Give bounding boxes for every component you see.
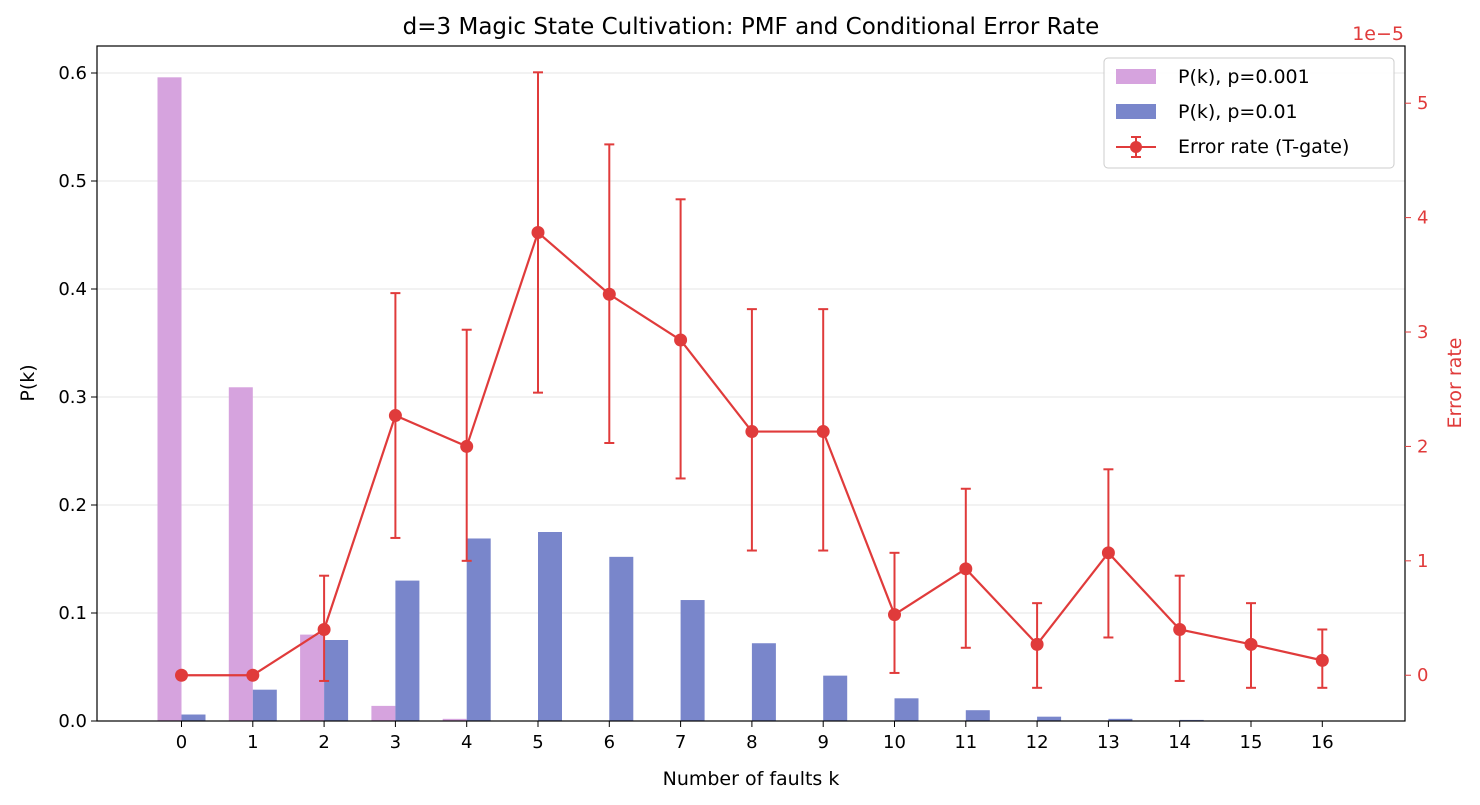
x-tick-label: 0 [176,732,187,753]
error-rate-point-k16 [1315,653,1329,667]
x-axis-label: Number of faults k [663,768,840,790]
x-tick-label: 6 [604,732,615,753]
error-rate-point-k9 [816,425,830,439]
error-rate-point-k8 [745,425,759,439]
x-tick-label: 10 [883,732,906,753]
plot-frame [96,45,1406,722]
error-rate-line [175,71,1329,689]
legend-box [1103,57,1395,169]
error-rate-point-k15 [1244,637,1258,651]
bar-p001-k1 [228,387,253,721]
error-rate-point-k0 [175,668,188,682]
x-tick-label: 2 [318,732,329,753]
y-axis-label: P(k) [17,364,39,401]
bar-p01-k7 [680,600,705,721]
y-tick-label: 0.3 [58,387,87,408]
x-tick-label: 13 [1097,732,1120,753]
right-y-tick-label: 5 [1417,93,1428,114]
bar-p01-k9 [823,675,848,721]
right-axis-offset-text: 1e−5 [1352,23,1404,45]
error-rate-point-k7 [674,333,688,347]
y-tick-label: 0.5 [58,171,87,192]
right-y-tick-label: 2 [1417,436,1428,457]
error-rate-point-k2 [317,622,331,636]
error-rate-point-k6 [602,287,616,301]
x-tick-label: 5 [532,732,543,753]
y-tick-label: 0.4 [58,279,87,300]
x-tick-label: 14 [1168,732,1191,753]
bar-p01-k12 [1037,716,1062,721]
bar-p01-k3 [395,580,420,721]
error-rate-point-k10 [888,608,901,622]
bar-p01-k6 [609,556,634,721]
error-rate-point-k13 [1101,546,1115,560]
legend: P(k), p=0.001 P(k), p=0.01 Error rate (T… [1103,57,1395,169]
legend-label-p001: P(k), p=0.001 [1178,66,1310,88]
y-tick-label: 0.0 [58,711,87,732]
x-tick-label: 1 [247,732,258,753]
bar-p001-k3 [371,705,396,721]
bar-p01-k1 [252,689,277,721]
error-rate-point-k11 [959,562,973,576]
bar-p01-k8 [751,643,776,721]
bar-p01-k5 [538,532,562,721]
x-tick-label: 7 [675,732,686,753]
error-rate-point-k12 [1030,637,1044,651]
chart-title: d=3 Magic State Cultivation: PMF and Con… [403,14,1100,40]
error-rate-point-k4 [460,439,474,453]
error-rate-point-k3 [388,409,402,423]
bar-p01-k4 [466,538,491,721]
bar-p001-k0 [157,77,182,721]
legend-label-p01: P(k), p=0.01 [1178,101,1298,123]
right-y-tick-label: 4 [1417,208,1428,229]
x-tick-label: 9 [817,732,828,753]
x-tick-label: 16 [1311,732,1334,753]
bars [157,77,1204,721]
right-y-axis-label: Error rate [1444,338,1466,429]
bar-p01-k10 [894,698,919,721]
legend-swatch-p01 [1116,104,1156,119]
error-rate-point-k5 [531,225,545,239]
error-rate-point-k14 [1173,622,1187,636]
bar-p01-k11 [965,710,990,721]
right-y-tick-label: 1 [1417,551,1428,572]
x-tick-label: 11 [954,732,977,753]
legend-swatch-p001 [1116,69,1156,84]
legend-marker-error [1130,141,1142,153]
bar-p01-k13 [1108,718,1133,721]
x-tick-label: 12 [1026,732,1049,753]
x-tick-label: 15 [1240,732,1263,753]
y-tick-label: 0.1 [58,603,87,624]
y-tick-label: 0.2 [58,495,87,516]
right-y-tick-label: 3 [1417,322,1428,343]
error-rate-point-k1 [246,668,260,682]
legend-label-error: Error rate (T-gate) [1178,136,1349,158]
x-tick-label: 8 [746,732,757,753]
bar-p001-k4 [442,718,467,721]
y-tick-label: 0.6 [58,63,87,84]
bar-p001-k2 [300,634,325,721]
x-tick-label: 4 [461,732,472,753]
right-y-tick-label: 0 [1417,665,1428,686]
bar-p01-k0 [181,714,206,721]
x-tick-label: 3 [390,732,401,753]
